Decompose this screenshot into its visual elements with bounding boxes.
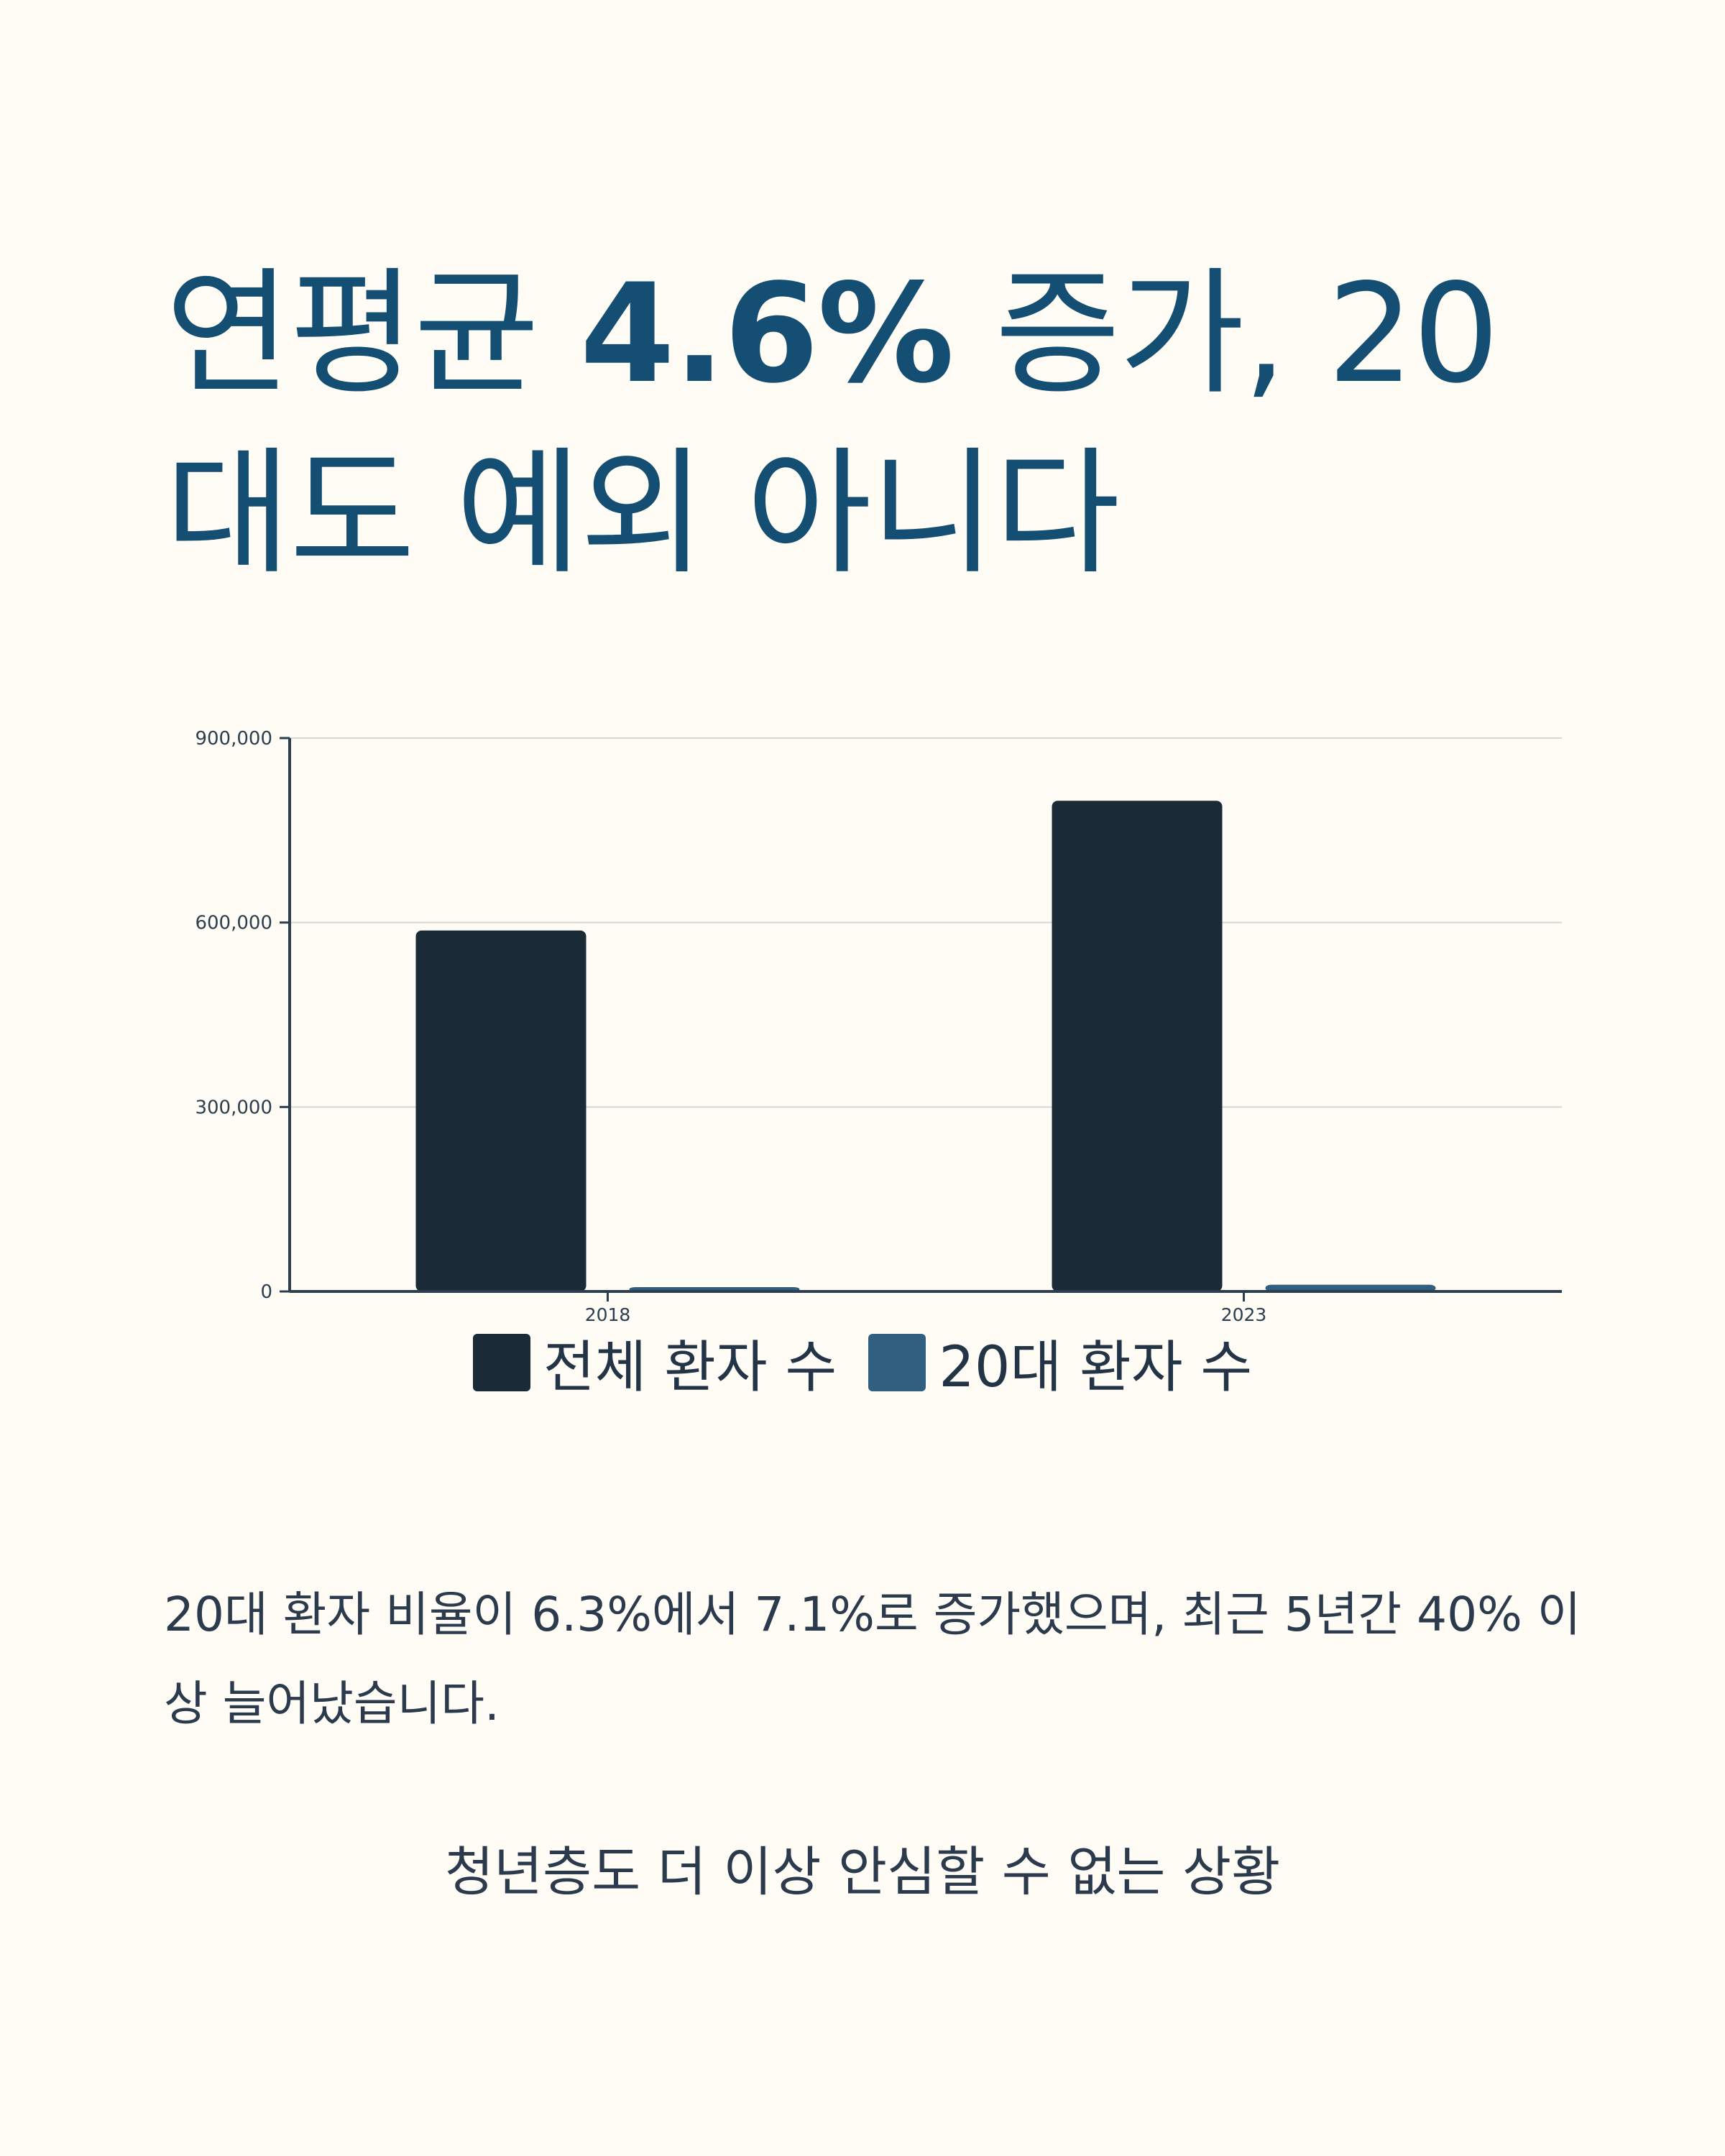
legend-label-20s: 20대 환자 수 <box>939 1335 1253 1400</box>
x-tick-label: 2018 <box>585 1304 631 1325</box>
y-tick-label: 600,000 <box>195 913 272 934</box>
headline: 연평균 4.6% 증가, 20 대도 예외 아니다 <box>165 244 1603 604</box>
headline-part1: 연평균 <box>165 254 580 413</box>
bar-total-2018 <box>415 930 586 1291</box>
legend-swatch-20s <box>868 1334 926 1391</box>
legend-item-20s: 20대 환자 수 <box>868 1322 1252 1403</box>
headline-part2: 증가, 20 <box>952 254 1499 413</box>
legend-item-total: 전체 환자 수 <box>472 1322 837 1403</box>
y-tick-label: 900,000 <box>195 728 272 750</box>
headline-line2: 대도 예외 아니다 <box>165 434 1120 593</box>
x-tick-label: 2023 <box>1221 1304 1267 1325</box>
bar-total-2023 <box>1052 801 1223 1291</box>
bar-chart: 0 300,000 600,000 900,000 2018 2023 <box>195 728 1562 1325</box>
legend-label-total: 전체 환자 수 <box>543 1335 837 1400</box>
chart-legend: 전체 환자 수 20대 환자 수 <box>0 1322 1725 1403</box>
body-paragraph: 20대 환자 비율이 6.3%에서 7.1%로 증가했으며, 최근 5년간 40… <box>164 1587 1581 1731</box>
tagline: 청년층도 더 이상 안심할 수 없는 상황 <box>444 1841 1281 1903</box>
y-tick-label: 300,000 <box>195 1097 272 1118</box>
bar-20s-2023 <box>1265 1284 1436 1291</box>
headline-highlight: 4.6% <box>579 254 954 413</box>
y-tick-label: 0 <box>260 1281 272 1303</box>
legend-swatch-total <box>472 1334 530 1391</box>
